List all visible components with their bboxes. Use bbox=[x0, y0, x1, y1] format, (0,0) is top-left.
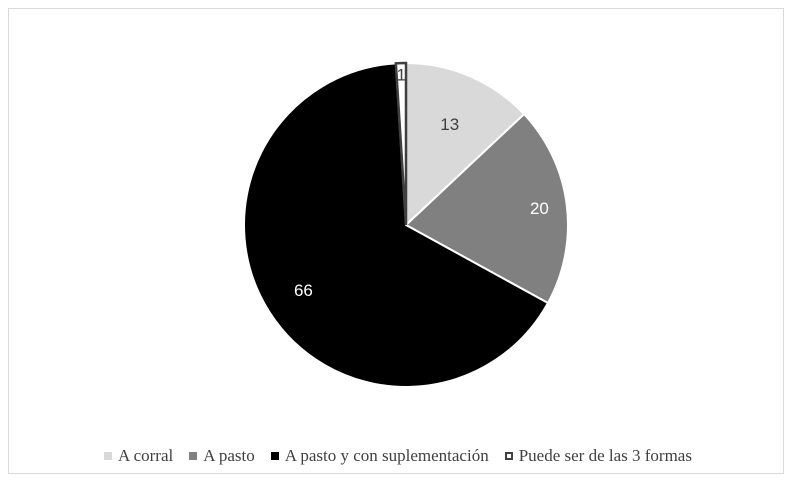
slice-label-2: 20 bbox=[530, 199, 549, 218]
pie-slice-2 bbox=[404, 112, 569, 305]
pie-slice-1 bbox=[405, 61, 526, 228]
legend-item-4: Puede ser de las 3 formas bbox=[504, 446, 692, 466]
legend-label-3: A pasto y con suplementación bbox=[284, 446, 489, 465]
legend-label-4: Puede ser de las 3 formas bbox=[518, 446, 692, 465]
legend: A corral A pasto A pasto y con suplementac… bbox=[0, 444, 796, 468]
legend-swatch-1 bbox=[104, 452, 113, 460]
legend-label-1: A corral bbox=[118, 446, 174, 465]
slice-label-3: 66 bbox=[294, 281, 313, 300]
pie-slice-3 bbox=[243, 62, 550, 388]
slice-label-4: 1 bbox=[397, 65, 406, 84]
legend-label-2: A pasto bbox=[203, 446, 255, 465]
legend-swatch-4 bbox=[504, 452, 513, 460]
pie-slice-4 bbox=[394, 61, 408, 226]
pie-chart: 13 20 66 1 bbox=[243, 61, 569, 388]
legend-item-1: A corral bbox=[104, 446, 173, 466]
slice-label-1: 13 bbox=[440, 115, 459, 134]
legend-item-2: A pasto bbox=[189, 446, 255, 466]
legend-item-3: A pasto y con suplementación bbox=[270, 446, 489, 466]
legend-swatch-2 bbox=[189, 452, 198, 460]
legend-swatch-3 bbox=[270, 452, 279, 460]
